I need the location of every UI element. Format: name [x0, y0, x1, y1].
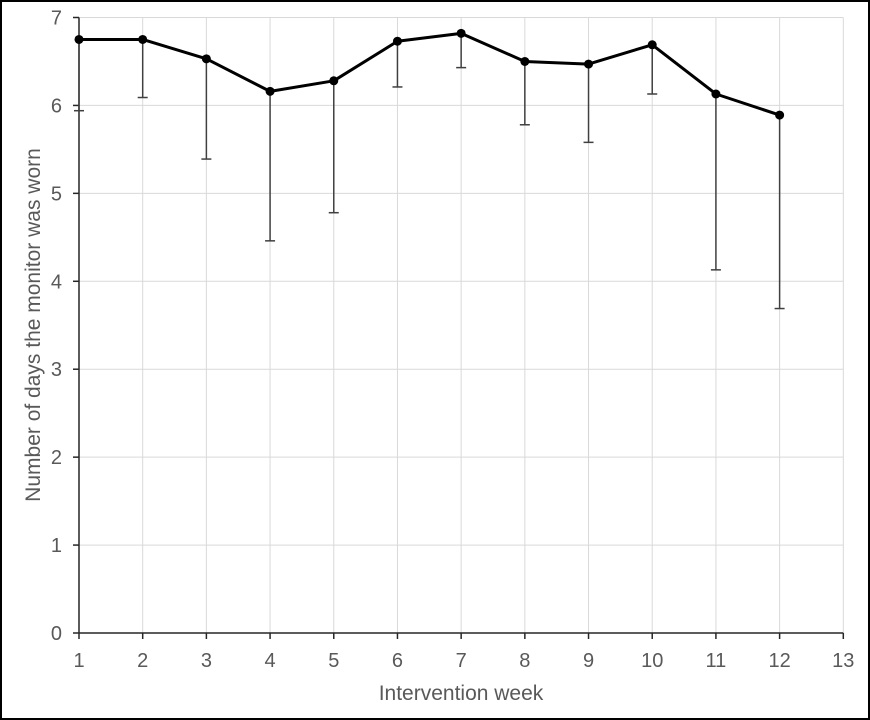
x-tick-label: 4: [265, 650, 276, 672]
x-tick-label: 2: [137, 650, 148, 672]
axis-ticks: [73, 16, 845, 639]
data-point-marker: [329, 76, 339, 86]
error-bars: [74, 33, 785, 310]
data-line: [77, 31, 782, 117]
gridlines: [79, 17, 844, 633]
x-tick-label: 11: [706, 650, 727, 672]
data-point-marker: [392, 36, 402, 46]
y-tick-label: 6: [51, 95, 62, 117]
data-point-marker: [138, 34, 148, 44]
y-tick-label: 5: [51, 183, 62, 205]
data-point-marker: [647, 40, 657, 50]
y-tick-label: 4: [51, 271, 62, 293]
y-tick-label: 2: [51, 447, 62, 469]
x-tick-labels: 1 2 3 4 5 6 7 8 9 10 11 12 13: [73, 650, 854, 672]
x-tick-label: 3: [201, 650, 212, 672]
series-line: [77, 31, 782, 117]
data-point-marker: [74, 34, 84, 44]
x-tick-label: 12: [768, 650, 790, 672]
data-point-marker: [711, 89, 721, 99]
x-tick-label: 13: [832, 650, 854, 672]
x-tick-label: 1: [73, 650, 84, 672]
data-point-marker: [201, 54, 211, 64]
data-point-marker: [265, 86, 275, 96]
x-tick-label: 9: [583, 650, 594, 672]
data-point-marker: [456, 28, 466, 38]
y-axis-title: Number of days the monitor was worn: [22, 148, 45, 502]
y-tick-label: 3: [51, 359, 62, 381]
x-tick-label: 7: [456, 650, 467, 672]
y-tick-label: 0: [51, 623, 62, 645]
y-tick-label: 7: [51, 8, 62, 30]
data-point-marker: [775, 110, 785, 120]
x-axis-title: Intervention week: [379, 682, 544, 705]
data-markers: [74, 28, 785, 120]
y-tick-labels: 0 1 2 3 4 5 6 7: [51, 8, 62, 646]
y-tick-label: 1: [51, 535, 62, 557]
x-tick-label: 5: [328, 650, 339, 672]
x-tick-label: 8: [519, 650, 530, 672]
x-tick-label: 10: [641, 650, 663, 672]
data-point-marker: [520, 56, 530, 66]
x-tick-label: 6: [392, 650, 403, 672]
data-point-marker: [584, 59, 594, 69]
